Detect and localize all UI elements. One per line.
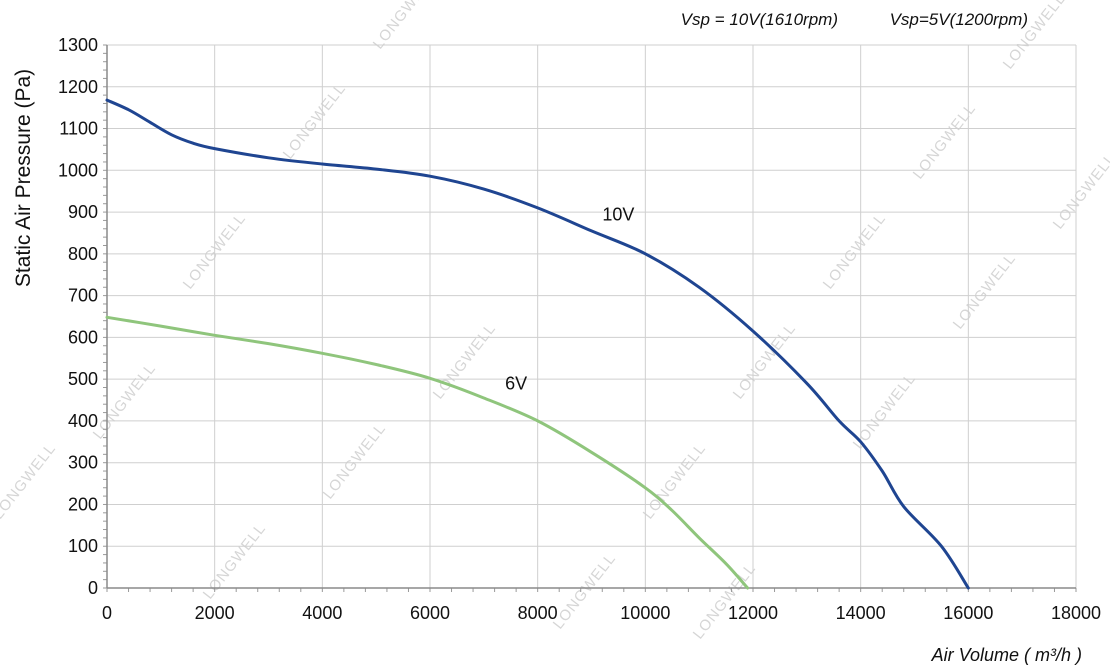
minor-tick-marks xyxy=(103,44,1077,592)
watermark-text: LONGWELL xyxy=(730,320,800,402)
x-tick-labels: 0 2000 4000 6000 8000 10000 12000 14000 16000 180… xyxy=(102,603,1101,623)
y-tick-labels: 0 100 200 300 400 500 600 700 800 900 1000 1100 1200… xyxy=(58,35,98,598)
y-tick-label: 1200 xyxy=(58,77,98,97)
y-axis-title: Static Air Pressure (Pa) xyxy=(12,69,35,287)
header-speed-10v: Vsp = 10V(1610rpm) xyxy=(681,10,838,29)
watermark-text: LONGWELL xyxy=(640,440,710,522)
y-tick-label: 600 xyxy=(68,327,98,347)
x-tick-label: 6000 xyxy=(410,603,450,623)
y-tick-label: 500 xyxy=(68,369,98,389)
series-label-6v: 6V xyxy=(505,374,527,394)
watermark-text: LONGWELL xyxy=(200,520,270,602)
header-speed-5v: Vsp=5V(1200rpm) xyxy=(890,10,1028,29)
x-tick-label: 10000 xyxy=(620,603,670,623)
y-tick-label: 0 xyxy=(88,578,98,598)
series-line-6v xyxy=(105,315,750,590)
grid-lines xyxy=(106,44,1077,589)
y-tick-label: 700 xyxy=(68,286,98,306)
watermark-text: LONGWELL xyxy=(90,360,160,442)
x-tick-label: 2000 xyxy=(195,603,235,623)
x-tick-label: 18000 xyxy=(1051,603,1101,623)
y-tick-label: 800 xyxy=(68,244,98,264)
x-tick-label: 0 xyxy=(102,603,112,623)
x-tick-label: 12000 xyxy=(728,603,778,623)
y-tick-label: 1000 xyxy=(58,160,98,180)
watermark-text: LONGWELL xyxy=(550,550,620,632)
watermark-text: LONGWELL xyxy=(1050,150,1110,232)
x-tick-label: 16000 xyxy=(943,603,993,623)
y-tick-label: 300 xyxy=(68,453,98,473)
y-tick-label: 400 xyxy=(68,411,98,431)
watermark-text: LONGWELL xyxy=(820,210,890,292)
series-labels: 10V 6V xyxy=(505,204,634,393)
watermark-text: LONGWELL xyxy=(0,440,59,522)
axes xyxy=(106,45,1076,589)
x-axis-title: Air Volume ( m³/h ) xyxy=(931,645,1082,665)
y-tick-label: 900 xyxy=(68,202,98,222)
series-line-10v xyxy=(105,98,970,590)
x-tick-label: 14000 xyxy=(836,603,886,623)
watermark-text: LONGWELL xyxy=(280,80,350,162)
watermark-text: LONGWELL xyxy=(320,420,390,502)
series-label-10v: 10V xyxy=(602,204,634,224)
y-tick-label: 1100 xyxy=(59,119,98,139)
watermark-text: LONGWELL xyxy=(690,560,760,642)
y-tick-label: 100 xyxy=(68,536,98,556)
x-tick-label: 4000 xyxy=(302,603,342,623)
x-tick-label: 8000 xyxy=(518,603,558,623)
y-tick-label: 200 xyxy=(68,494,98,514)
y-tick-label: 1300 xyxy=(58,35,98,55)
series-layer xyxy=(105,98,970,590)
watermark-text: LONGWELL xyxy=(950,250,1020,332)
